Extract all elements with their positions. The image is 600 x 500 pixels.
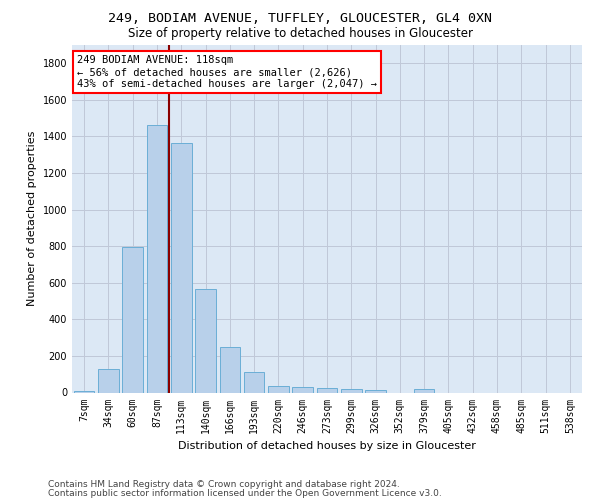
X-axis label: Distribution of detached houses by size in Gloucester: Distribution of detached houses by size … [178, 441, 476, 451]
Bar [292, 387, 313, 392]
Bar [244, 372, 265, 392]
Bar [74, 390, 94, 392]
Bar [341, 389, 362, 392]
Bar [268, 386, 289, 392]
Bar [122, 247, 143, 392]
Bar [220, 347, 240, 393]
Bar [146, 124, 167, 392]
Bar [195, 289, 216, 393]
Text: 249 BODIAM AVENUE: 118sqm
← 56% of detached houses are smaller (2,626)
43% of se: 249 BODIAM AVENUE: 118sqm ← 56% of detac… [77, 56, 377, 88]
Bar [365, 390, 386, 392]
Text: Size of property relative to detached houses in Gloucester: Size of property relative to detached ho… [128, 28, 473, 40]
Text: Contains HM Land Registry data © Crown copyright and database right 2024.: Contains HM Land Registry data © Crown c… [48, 480, 400, 489]
Bar [414, 389, 434, 392]
Bar [317, 388, 337, 392]
Text: 249, BODIAM AVENUE, TUFFLEY, GLOUCESTER, GL4 0XN: 249, BODIAM AVENUE, TUFFLEY, GLOUCESTER,… [108, 12, 492, 26]
Y-axis label: Number of detached properties: Number of detached properties [27, 131, 37, 306]
Bar [98, 369, 119, 392]
Text: Contains public sector information licensed under the Open Government Licence v3: Contains public sector information licen… [48, 488, 442, 498]
Bar [171, 143, 191, 392]
